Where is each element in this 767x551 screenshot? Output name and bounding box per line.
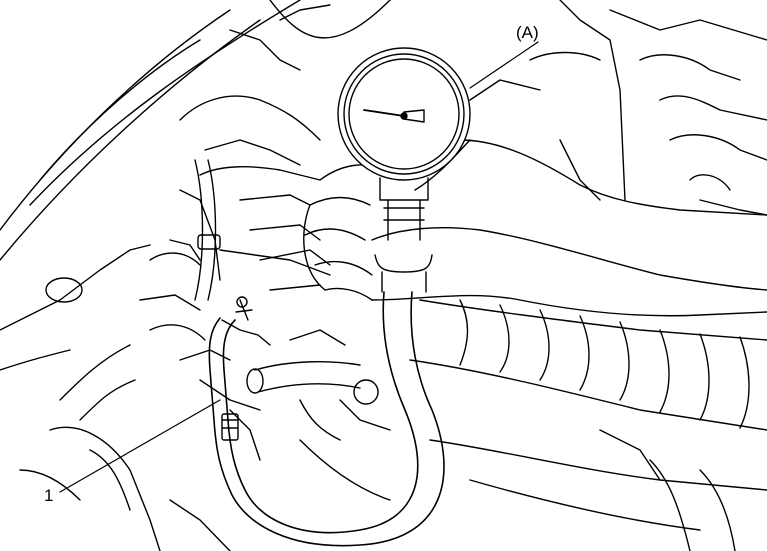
gauge-needle: [363, 109, 405, 117]
gauge-pivot: [400, 112, 408, 120]
gauge-face: [343, 53, 465, 175]
leader-line-gauge: [469, 41, 539, 89]
compression-gauge: [337, 47, 471, 293]
callout-label-hose: 1: [44, 486, 54, 505]
compression-hose: [208, 291, 445, 547]
gauge-inner-ring: [348, 58, 460, 170]
leader-line-hose: [59, 399, 221, 493]
callout-label-gauge: (A): [516, 23, 539, 42]
